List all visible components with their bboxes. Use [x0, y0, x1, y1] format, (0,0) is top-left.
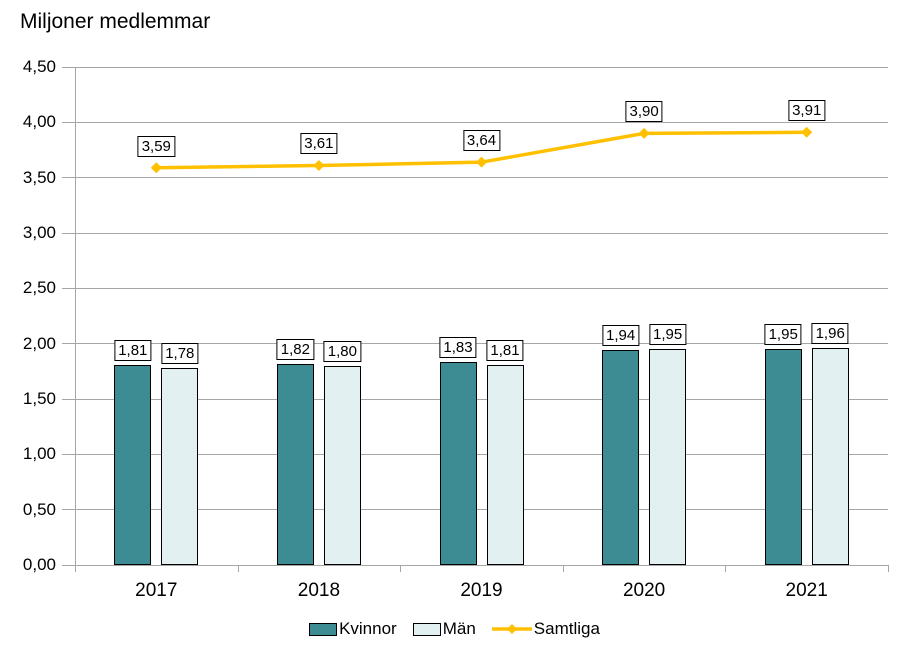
y-axis-tick: [62, 66, 75, 68]
legend-label-man: Män: [442, 619, 476, 638]
legend-swatch-kvinnor: [309, 622, 338, 636]
x-axis-tick: [400, 565, 402, 572]
gridline: [75, 121, 888, 123]
x-axis-label: 2020: [622, 580, 666, 601]
bar-män-2019: [486, 364, 524, 565]
y-axis-tick: [62, 343, 75, 345]
legend-item-samtliga: Samtliga: [491, 619, 600, 639]
data-label-kvinnor-2020: 1,94: [601, 325, 640, 347]
y-axis-label: 4,50: [22, 57, 56, 76]
y-axis-tick: [62, 121, 75, 123]
y-axis-tick: [62, 232, 75, 234]
line-marker-diamond-icon: [801, 126, 813, 138]
y-axis-tick: [62, 564, 75, 566]
legend: Kvinnor Män Samtliga: [0, 619, 909, 639]
data-label-män-2021: 1,96: [811, 323, 849, 345]
x-axis-line: [75, 564, 888, 566]
y-axis-tick: [62, 398, 75, 400]
chart-title: Miljoner medlemmar: [20, 10, 211, 33]
y-axis-tick: [62, 453, 75, 455]
x-axis-tick: [888, 565, 889, 572]
data-label-samtliga-2017: 3,59: [137, 135, 175, 157]
data-label-samtliga-2021: 3,91: [788, 100, 826, 122]
bar-kvinnor-2020: [602, 350, 640, 565]
bar-kvinnor-2021: [764, 349, 802, 565]
gridline: [75, 287, 888, 289]
y-axis-label: 0,00: [22, 555, 56, 574]
data-label-kvinnor-2019: 1,83: [439, 337, 477, 359]
bar-kvinnor-2018: [276, 363, 314, 565]
gridline: [75, 177, 888, 179]
y-axis-label: 3,00: [22, 223, 56, 242]
data-label-samtliga-2018: 3,61: [300, 133, 338, 155]
x-axis-label: 2018: [297, 580, 341, 601]
gridline: [75, 398, 888, 400]
line-marker-diamond-icon: [313, 159, 325, 171]
x-axis-label: 2019: [460, 580, 503, 601]
bar-kvinnor-2017: [114, 364, 152, 565]
x-axis-label: 2017: [135, 580, 178, 601]
gridline: [75, 232, 888, 234]
line-series-samtliga: [150, 126, 813, 174]
data-label-män-2020: 1,95: [648, 324, 687, 346]
legend-item-man: Män: [412, 619, 476, 639]
data-label-kvinnor-2018: 1,82: [276, 338, 314, 360]
y-axis-label: 2,00: [22, 333, 56, 353]
bar-män-2017: [161, 368, 199, 565]
y-axis-label: 1,00: [22, 444, 56, 464]
legend-label-kvinnor: Kvinnor: [339, 619, 397, 638]
bar-kvinnor-2019: [439, 362, 477, 565]
data-label-kvinnor-2017: 1,81: [114, 339, 152, 361]
legend-swatch-man: [412, 622, 441, 636]
data-label-män-2019: 1,81: [486, 339, 524, 361]
y-axis-label: 1,50: [22, 389, 56, 408]
gridline: [75, 66, 888, 68]
data-label-samtliga-2019: 3,64: [462, 130, 501, 152]
legend-label-samtliga: Samtliga: [533, 619, 600, 638]
y-axis-label: 2,50: [22, 278, 56, 298]
gridline: [75, 509, 888, 511]
gridline: [75, 343, 888, 345]
legend-item-kvinnor: Kvinnor: [309, 619, 397, 639]
data-label-samtliga-2020: 3,90: [625, 101, 663, 123]
x-axis-tick: [725, 565, 727, 572]
data-label-män-2018: 1,80: [323, 340, 361, 362]
line-marker-diamond-icon: [150, 162, 162, 174]
y-axis-tick: [62, 177, 75, 179]
bar-män-2021: [811, 348, 849, 565]
y-axis-label: 0,50: [22, 499, 56, 519]
x-axis-label: 2021: [785, 580, 828, 601]
bar-män-2018: [323, 365, 361, 565]
y-axis-tick: [62, 509, 75, 511]
bar-män-2020: [649, 349, 687, 565]
legend-line-marker-icon: [491, 624, 532, 634]
line-marker-diamond-icon: [638, 127, 650, 139]
line-marker-diamond-icon: [476, 156, 487, 168]
y-axis-label: 3,50: [22, 167, 56, 187]
x-axis-tick: [237, 565, 239, 572]
x-axis-tick: [562, 565, 564, 572]
data-label-kvinnor-2021: 1,95: [764, 324, 802, 346]
y-axis-line: [75, 67, 76, 572]
data-label-män-2017: 1,78: [161, 343, 199, 364]
gridline: [75, 453, 888, 455]
y-axis-tick: [62, 287, 75, 289]
y-axis-label: 4,00: [22, 112, 56, 132]
